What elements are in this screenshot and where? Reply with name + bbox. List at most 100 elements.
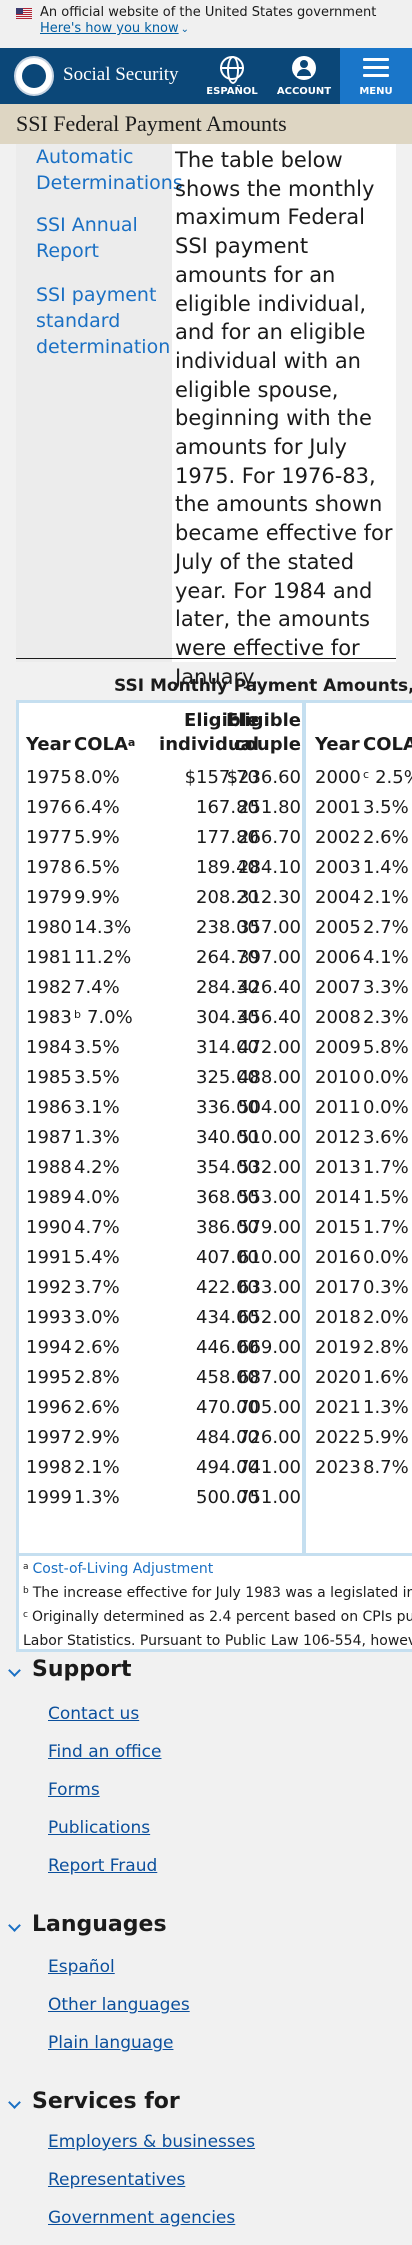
- footer-link-contact-us[interactable]: Contact us: [48, 1704, 140, 1724]
- cell-cola: 14.3%: [74, 913, 131, 943]
- cell-couple: $236.60: [227, 763, 301, 793]
- cell-cola: 3.0%: [74, 1303, 120, 1333]
- cell-cola-value: 4.7%: [74, 1217, 120, 1238]
- cell-individual: 177.80: [196, 823, 259, 853]
- cell-individual: 354.00: [196, 1153, 259, 1183]
- cell-individual: 314.00: [196, 1033, 259, 1063]
- footer-link-report-fraud[interactable]: Report Fraud: [48, 1856, 158, 1876]
- cell-year-2: 2005: [315, 913, 361, 943]
- side-nav-ssi-payment-standard[interactable]: SSI payment standard determination: [36, 284, 171, 358]
- footer-link-representatives[interactable]: Representatives: [48, 2170, 186, 2190]
- cell-cola-2-value: 3.3%: [363, 977, 409, 998]
- cell-couple-value: 284.10: [238, 857, 301, 878]
- cell-couple: 669.00: [238, 1333, 301, 1363]
- footer-link-other-languages[interactable]: Other languages: [48, 1995, 190, 2015]
- cell-couple-value: 633.00: [238, 1277, 301, 1298]
- cell-cola-2-value: 0.3%: [363, 1277, 409, 1298]
- cell-year-2: 2013: [315, 1153, 361, 1183]
- cell-cola-2: 0.3%: [363, 1273, 409, 1303]
- cell-year-2: 2019: [315, 1333, 361, 1363]
- cell-individual: 284.30: [196, 973, 259, 1003]
- account-icon: [292, 56, 316, 80]
- cell-cola-value: 3.5%: [74, 1037, 120, 1058]
- table-row: 1982 7.4% 284.30 426.40 2007 3.3%: [19, 973, 412, 1003]
- cell-year-2: 2000: [315, 763, 361, 793]
- cell-cola-2: 0.0%: [363, 1093, 409, 1123]
- cell-year-2-value: 2020: [315, 1367, 361, 1388]
- cell-cola-2: 2.0%: [363, 1303, 409, 1333]
- heres-how-you-know-link[interactable]: Here's how you know ⌄: [40, 21, 189, 36]
- gov-banner-text: An official website of the United States…: [40, 5, 377, 20]
- cell-individual-value: $157.70: [184, 767, 259, 788]
- espanol-button[interactable]: ESPAÑOL: [200, 48, 264, 104]
- cell-individual: 446.00: [196, 1333, 259, 1363]
- cell-year: 1998: [26, 1453, 72, 1483]
- footer-services-heading[interactable]: Services for: [8, 2089, 180, 2114]
- cell-cola-2: c 2.5%: [363, 763, 412, 793]
- cell-cola-value: 2.6%: [74, 1337, 120, 1358]
- site-brand[interactable]: Social Security: [63, 64, 179, 85]
- footer-link-find-an-office[interactable]: Find an office: [48, 1742, 162, 1762]
- cell-cola-value: 6.4%: [74, 797, 120, 818]
- cell-couple-value: 652.00: [238, 1307, 301, 1328]
- cell-year-2-value: 2000: [315, 767, 361, 788]
- cell-year: 1976: [26, 793, 72, 823]
- account-button[interactable]: ACCOUNT: [272, 48, 336, 104]
- cell-individual-value: 284.30: [196, 977, 259, 998]
- column-divider: [302, 703, 306, 1553]
- cell-cola-2: 2.6%: [363, 823, 409, 853]
- cell-cola: 2.8%: [74, 1363, 120, 1393]
- cell-cola-value: 7.0%: [86, 1007, 133, 1028]
- payment-table[interactable]: Year COLAa Eligible individual Eligible …: [16, 700, 412, 1652]
- cell-cola-2: 2.8%: [363, 1333, 409, 1363]
- footer-support-heading[interactable]: Support: [8, 1657, 132, 1682]
- footnote-marker: b: [74, 1008, 81, 1021]
- cell-year-value: 1977: [26, 827, 72, 848]
- heres-how-you-know-label: Here's how you know: [40, 21, 179, 36]
- side-nav-automatic-determinations[interactable]: Automatic Determinations: [36, 146, 183, 194]
- cell-cola-2: 0.0%: [363, 1063, 409, 1093]
- cell-couple: 579.00: [238, 1213, 301, 1243]
- footer-link-employers[interactable]: Employers & businesses: [48, 2132, 256, 2152]
- cell-individual-value: 167.80: [196, 797, 259, 818]
- cell-cola-2-value: 3.6%: [363, 1127, 409, 1148]
- ssa-seal-logo[interactable]: [14, 56, 54, 96]
- cell-cola-value: 2.8%: [74, 1367, 120, 1388]
- cell-couple-value: 504.00: [238, 1097, 301, 1118]
- cell-year-value: 1992: [26, 1277, 72, 1298]
- footer-link-forms[interactable]: Forms: [48, 1780, 100, 1800]
- cell-cola-2-value: 5.8%: [363, 1037, 409, 1058]
- cell-couple: 357.00: [238, 913, 301, 943]
- footnote-a: a Cost-of-Living Adjustment: [23, 1557, 213, 1581]
- cell-year: 1987: [26, 1123, 72, 1153]
- footer-link-government-agencies[interactable]: Government agencies: [48, 2208, 236, 2228]
- cell-cola-value: 9.9%: [74, 887, 120, 908]
- cell-individual-value: 238.00: [196, 917, 259, 938]
- cell-year-2-value: 2014: [315, 1187, 361, 1208]
- cell-cola-2-value: 2.5%: [375, 767, 412, 788]
- cell-year: 1994: [26, 1333, 72, 1363]
- cell-couple: 610.00: [238, 1243, 301, 1273]
- cola-footnote-link[interactable]: Cost-of-Living Adjustment: [32, 1561, 214, 1577]
- cell-cola-value: 5.9%: [74, 827, 120, 848]
- cell-individual: 189.40: [196, 853, 259, 883]
- chevron-down-icon: [8, 1919, 21, 1932]
- footer-languages-heading[interactable]: Languages: [8, 1912, 167, 1937]
- cell-year-2: 2007: [315, 973, 361, 1003]
- cell-cola: 8.0%: [74, 763, 120, 793]
- cell-cola: 6.4%: [74, 793, 120, 823]
- cell-couple-value: 456.40: [238, 1007, 301, 1028]
- footer-support-label: Support: [32, 1657, 132, 1682]
- side-nav-ssi-annual-report[interactable]: SSI Annual Report: [36, 214, 138, 262]
- cell-year-value: 1982: [26, 977, 72, 998]
- gov-banner: An official website of the United States…: [0, 0, 412, 48]
- cell-cola-2-value: 1.4%: [363, 857, 409, 878]
- cell-cola-2: 2.7%: [363, 913, 409, 943]
- cell-cola: 2.6%: [74, 1333, 120, 1363]
- menu-button[interactable]: MENU: [340, 48, 412, 104]
- cell-couple: 687.00: [238, 1363, 301, 1393]
- chevron-down-icon: [8, 2096, 21, 2109]
- footer-link-publications[interactable]: Publications: [48, 1818, 151, 1838]
- footer-link-espanol[interactable]: Español: [48, 1957, 115, 1977]
- footer-link-plain-language[interactable]: Plain language: [48, 2033, 174, 2053]
